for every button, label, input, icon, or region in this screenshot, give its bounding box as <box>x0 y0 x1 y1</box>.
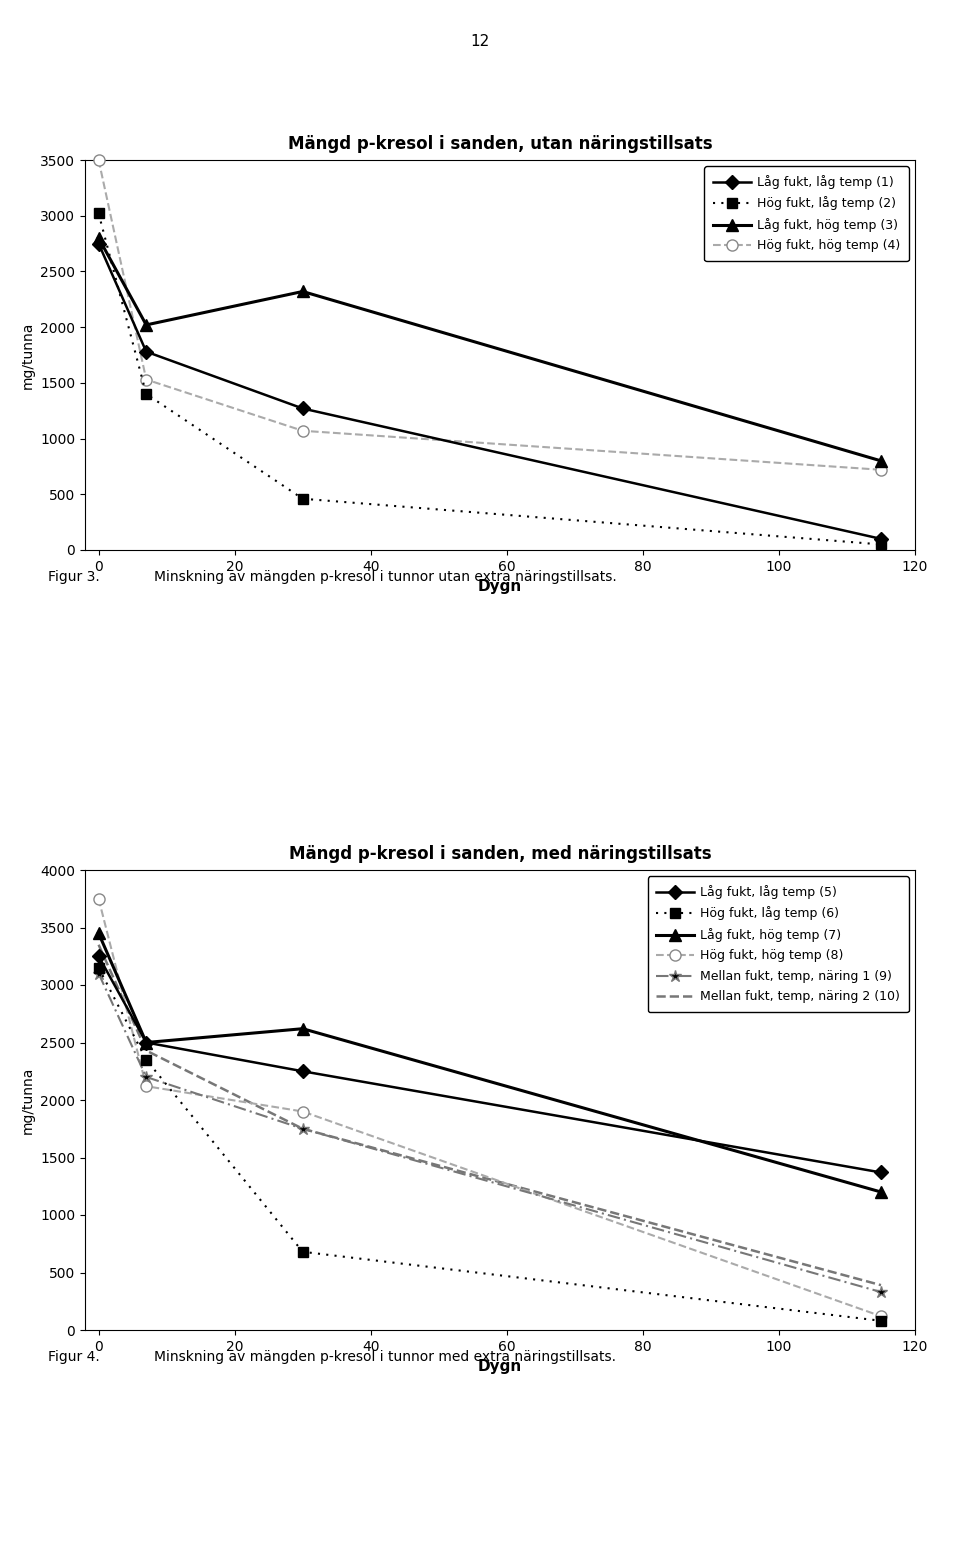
Låg fukt, hög temp (7) <box>297 1019 308 1038</box>
Hög fukt, låg temp (6) <box>140 1050 152 1069</box>
Hög fukt, låg temp (6) <box>876 1312 887 1330</box>
Line: Mellan fukt, temp, näring 2 (10): Mellan fukt, temp, näring 2 (10) <box>99 945 881 1286</box>
Mellan fukt, temp, näring 2 (10) <box>93 936 105 954</box>
Mellan fukt, temp, näring 2 (10) <box>297 1120 308 1139</box>
Hög fukt, hög temp (4) <box>297 421 308 439</box>
Line: Låg fukt, hög temp (7): Låg fukt, hög temp (7) <box>92 927 887 1199</box>
Legend: Låg fukt, låg temp (1), Hög fukt, låg temp (2), Låg fukt, hög temp (3), Hög fukt: Låg fukt, låg temp (1), Hög fukt, låg te… <box>705 166 909 261</box>
Mellan fukt, temp, näring 1 (9) <box>876 1282 887 1301</box>
Låg fukt, låg temp (5) <box>876 1163 887 1182</box>
Line: Låg fukt, låg temp (5): Låg fukt, låg temp (5) <box>94 951 886 1177</box>
Text: 12: 12 <box>470 34 490 50</box>
Line: Mellan fukt, temp, näring 1 (9): Mellan fukt, temp, näring 1 (9) <box>92 967 887 1298</box>
Line: Hög fukt, låg temp (6): Hög fukt, låg temp (6) <box>94 962 886 1326</box>
Låg fukt, hög temp (3) <box>297 282 308 300</box>
Hög fukt, låg temp (6) <box>297 1242 308 1261</box>
Låg fukt, hög temp (7) <box>93 924 105 942</box>
Mellan fukt, temp, näring 2 (10) <box>140 1041 152 1060</box>
Line: Hög fukt, hög temp (4): Hög fukt, hög temp (4) <box>93 155 886 475</box>
Y-axis label: mg/tunna: mg/tunna <box>20 1066 35 1134</box>
Hög fukt, låg temp (2) <box>297 489 308 507</box>
Hög fukt, låg temp (2) <box>140 385 152 404</box>
Text: Figur 4.: Figur 4. <box>48 1351 100 1364</box>
Mellan fukt, temp, näring 1 (9) <box>93 964 105 982</box>
Legend: Låg fukt, låg temp (5), Hög fukt, låg temp (6), Låg fukt, hög temp (7), Hög fukt: Låg fukt, låg temp (5), Hög fukt, låg te… <box>648 876 909 1012</box>
Låg fukt, låg temp (1) <box>297 399 308 418</box>
Text: Minskning av mängden p-kresol i tunnor med extra näringstillsats.: Minskning av mängden p-kresol i tunnor m… <box>154 1351 615 1364</box>
Låg fukt, hög temp (7) <box>140 1033 152 1052</box>
Låg fukt, hög temp (3) <box>876 452 887 470</box>
Line: Hög fukt, låg temp (2): Hög fukt, låg temp (2) <box>94 209 886 549</box>
Hög fukt, hög temp (4) <box>93 150 105 169</box>
Hög fukt, låg temp (2) <box>876 535 887 554</box>
Låg fukt, låg temp (5) <box>297 1061 308 1080</box>
Hög fukt, låg temp (6) <box>93 959 105 978</box>
Title: Mängd p-kresol i sanden, med näringstillsats: Mängd p-kresol i sanden, med näringstill… <box>289 845 711 863</box>
Mellan fukt, temp, näring 2 (10) <box>876 1276 887 1295</box>
Låg fukt, låg temp (5) <box>140 1033 152 1052</box>
Hög fukt, hög temp (8) <box>876 1307 887 1326</box>
Låg fukt, hög temp (3) <box>93 229 105 248</box>
Text: Figur 3.: Figur 3. <box>48 569 100 585</box>
Line: Hög fukt, hög temp (8): Hög fukt, hög temp (8) <box>93 893 886 1321</box>
Låg fukt, hög temp (3) <box>140 316 152 334</box>
Hög fukt, hög temp (4) <box>876 461 887 480</box>
Title: Mängd p-kresol i sanden, utan näringstillsats: Mängd p-kresol i sanden, utan näringstil… <box>288 135 712 153</box>
X-axis label: Dygn: Dygn <box>478 1360 522 1374</box>
Mellan fukt, temp, näring 1 (9) <box>297 1120 308 1139</box>
Låg fukt, låg temp (1) <box>140 342 152 360</box>
Låg fukt, låg temp (1) <box>876 529 887 548</box>
Låg fukt, hög temp (7) <box>876 1183 887 1202</box>
Hög fukt, hög temp (8) <box>140 1077 152 1095</box>
Låg fukt, låg temp (5) <box>93 947 105 965</box>
Line: Låg fukt, låg temp (1): Låg fukt, låg temp (1) <box>94 238 886 543</box>
Hög fukt, låg temp (2) <box>93 204 105 223</box>
Mellan fukt, temp, näring 1 (9) <box>140 1067 152 1086</box>
Hög fukt, hög temp (8) <box>297 1101 308 1120</box>
Hög fukt, hög temp (8) <box>93 890 105 908</box>
Hög fukt, hög temp (4) <box>140 370 152 388</box>
Låg fukt, låg temp (1) <box>93 234 105 252</box>
Y-axis label: mg/tunna: mg/tunna <box>20 322 35 388</box>
X-axis label: Dygn: Dygn <box>478 579 522 594</box>
Line: Låg fukt, hög temp (3): Låg fukt, hög temp (3) <box>92 232 887 467</box>
Text: Minskning av mängden p-kresol i tunnor utan extra näringstillsats.: Minskning av mängden p-kresol i tunnor u… <box>154 569 616 585</box>
